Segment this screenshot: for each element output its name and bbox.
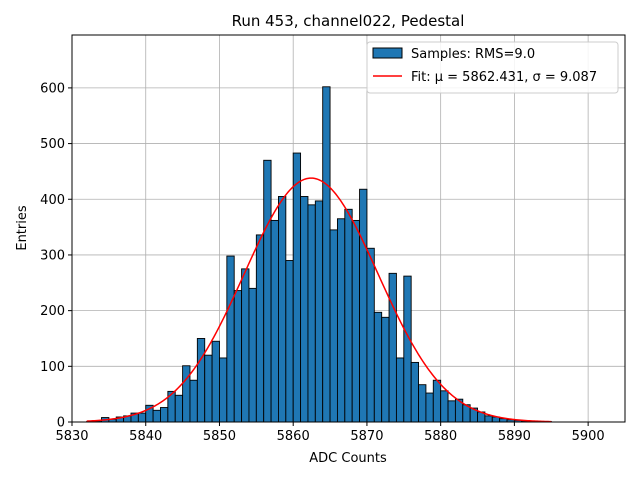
x-tick-label: 5840 bbox=[129, 429, 162, 444]
histogram-bar bbox=[359, 188, 368, 423]
histogram-bar bbox=[189, 379, 198, 423]
legend-label-fit: Fit: μ = 5862.431, σ = 9.087 bbox=[411, 70, 597, 85]
y-tick-label: 300 bbox=[40, 248, 65, 263]
x-tick-label: 5860 bbox=[277, 429, 310, 444]
y-tick-label: 400 bbox=[40, 193, 65, 208]
histogram-bar bbox=[233, 290, 243, 423]
histogram-bar bbox=[307, 204, 316, 423]
y-tick-label: 0 bbox=[57, 416, 65, 431]
histogram-bar bbox=[432, 379, 442, 423]
x-tick-label: 5880 bbox=[424, 429, 457, 444]
histogram-bar bbox=[241, 268, 250, 423]
fit-curve bbox=[86, 177, 552, 423]
histogram-bar bbox=[314, 200, 324, 423]
histogram-bar bbox=[322, 86, 331, 423]
histogram-bar bbox=[344, 208, 353, 423]
histogram-bar bbox=[351, 219, 361, 423]
histogram-bar bbox=[263, 159, 272, 423]
y-tick-label: 100 bbox=[40, 360, 65, 375]
histogram-bars bbox=[86, 86, 552, 423]
legend-label-samples: Samples: RMS=9.0 bbox=[411, 47, 535, 62]
histogram-bar bbox=[270, 219, 279, 423]
x-tick-label: 5830 bbox=[55, 429, 88, 444]
histogram-bar bbox=[204, 354, 213, 423]
histogram-bar bbox=[425, 392, 434, 423]
histogram-bar bbox=[255, 234, 265, 423]
histogram-bar bbox=[137, 412, 147, 423]
histogram-bar bbox=[410, 361, 419, 423]
legend-box bbox=[366, 41, 619, 94]
histogram-bar bbox=[226, 255, 235, 423]
legend: Samples: RMS=9.0 Fit: μ = 5862.431, σ = … bbox=[366, 41, 619, 94]
histogram-bar bbox=[366, 247, 375, 423]
x-axis-title: ADC Counts bbox=[309, 451, 387, 466]
histogram-bar bbox=[182, 365, 191, 423]
histogram-bar bbox=[440, 390, 449, 423]
histogram-bar bbox=[248, 287, 257, 423]
y-tick-label: 600 bbox=[40, 81, 65, 96]
legend-swatch-samples bbox=[372, 47, 403, 59]
histogram-bar bbox=[152, 409, 161, 423]
x-axis-ticks: 5830 5840 5850 5860 5870 5880 5890 5900 bbox=[55, 422, 605, 444]
histogram-bar bbox=[285, 260, 294, 423]
histogram-bar bbox=[196, 338, 206, 423]
histogram-bar bbox=[292, 152, 302, 423]
histogram-bar bbox=[403, 275, 412, 423]
histogram-bar bbox=[484, 415, 493, 423]
histogram-bar bbox=[373, 311, 383, 423]
histogram-bar bbox=[336, 218, 346, 423]
y-tick-label: 200 bbox=[40, 304, 65, 319]
plot-frame bbox=[71, 34, 626, 423]
histogram-bar bbox=[447, 400, 456, 423]
histogram-bar bbox=[174, 394, 184, 423]
histogram-bar bbox=[395, 357, 405, 423]
y-axis-ticks: 0 100 200 300 400 500 600 bbox=[40, 81, 72, 431]
histogram-bar bbox=[381, 316, 390, 423]
histogram-bar bbox=[211, 340, 220, 423]
x-tick-label: 5890 bbox=[498, 429, 531, 444]
y-axis-title: Entries bbox=[15, 205, 30, 251]
x-tick-label: 5900 bbox=[572, 429, 605, 444]
y-tick-label: 500 bbox=[40, 137, 65, 152]
histogram-bar bbox=[160, 407, 169, 423]
histogram-bar bbox=[418, 384, 427, 423]
x-tick-label: 5870 bbox=[350, 429, 383, 444]
histogram-bar bbox=[388, 272, 397, 423]
histogram-bar bbox=[329, 229, 338, 423]
histogram-bar bbox=[300, 196, 309, 423]
x-tick-label: 5850 bbox=[203, 429, 236, 444]
histogram-bar bbox=[219, 357, 228, 423]
histogram-bar bbox=[278, 196, 287, 423]
chart-title: Run 453, channel022, Pedestal bbox=[232, 12, 465, 30]
